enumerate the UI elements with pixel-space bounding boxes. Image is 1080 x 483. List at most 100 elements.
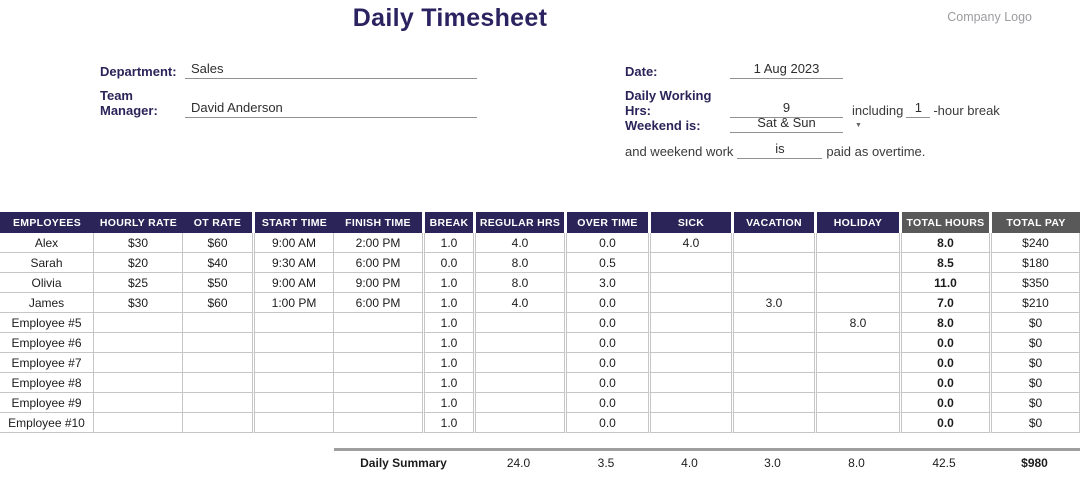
cell-finish-time[interactable] (334, 393, 422, 413)
cell-holiday[interactable]: 8.0 (814, 313, 899, 333)
cell-over-time[interactable]: 0.0 (564, 333, 648, 353)
cell-finish-time[interactable] (334, 313, 422, 333)
cell-total-pay[interactable]: $0 (989, 313, 1080, 333)
cell-start-time[interactable]: 9:30 AM (252, 253, 334, 273)
cell-vacation[interactable] (731, 313, 814, 333)
cell-sick[interactable] (648, 313, 731, 333)
cell-start-time[interactable]: 1:00 PM (252, 293, 334, 313)
cell-holiday[interactable] (814, 373, 899, 393)
cell-hourly-rate[interactable]: $30 (94, 233, 183, 253)
cell-employees[interactable]: Employee #6 (0, 333, 94, 353)
cell-vacation[interactable]: 3.0 (731, 293, 814, 313)
cell-break[interactable]: 1.0 (422, 313, 473, 333)
cell-total-pay[interactable]: $180 (989, 253, 1080, 273)
cell-holiday[interactable] (814, 293, 899, 313)
cell-vacation[interactable] (731, 233, 814, 253)
cell-employees[interactable]: Employee #8 (0, 373, 94, 393)
cell-finish-time[interactable] (334, 353, 422, 373)
weekend-dropdown[interactable]: Sat & Sun (730, 115, 843, 133)
cell-total-pay[interactable]: $240 (989, 233, 1080, 253)
cell-over-time[interactable]: 0.0 (564, 353, 648, 373)
cell-vacation[interactable] (731, 353, 814, 373)
cell-hourly-rate[interactable]: $20 (94, 253, 183, 273)
department-field[interactable]: Sales (185, 61, 477, 79)
cell-employees[interactable]: Olivia (0, 273, 94, 293)
cell-holiday[interactable] (814, 273, 899, 293)
cell-total-pay[interactable]: $0 (989, 373, 1080, 393)
cell-sick[interactable] (648, 333, 731, 353)
cell-total-pay[interactable]: $0 (989, 333, 1080, 353)
cell-over-time[interactable]: 3.0 (564, 273, 648, 293)
cell-break[interactable]: 1.0 (422, 293, 473, 313)
cell-finish-time[interactable]: 2:00 PM (334, 233, 422, 253)
cell-sick[interactable] (648, 273, 731, 293)
cell-employees[interactable]: Employee #9 (0, 393, 94, 413)
cell-total-hours[interactable]: 0.0 (899, 333, 989, 353)
cell-start-time[interactable] (252, 373, 334, 393)
cell-employees[interactable]: Employee #7 (0, 353, 94, 373)
cell-start-time[interactable]: 9:00 AM (252, 273, 334, 293)
cell-sick[interactable] (648, 293, 731, 313)
dropdown-caret-icon[interactable]: ▼ (855, 122, 862, 129)
cell-holiday[interactable] (814, 353, 899, 373)
cell-start-time[interactable] (252, 353, 334, 373)
cell-over-time[interactable]: 0.0 (564, 313, 648, 333)
cell-hourly-rate[interactable] (94, 413, 183, 433)
cell-start-time[interactable] (252, 333, 334, 353)
cell-employees[interactable]: James (0, 293, 94, 313)
cell-sick[interactable] (648, 353, 731, 373)
cell-break[interactable]: 1.0 (422, 233, 473, 253)
cell-over-time[interactable]: 0.0 (564, 373, 648, 393)
cell-hourly-rate[interactable] (94, 353, 183, 373)
cell-total-pay[interactable]: $350 (989, 273, 1080, 293)
cell-finish-time[interactable]: 6:00 PM (334, 253, 422, 273)
cell-regular-hrs[interactable] (473, 393, 564, 413)
cell-employees[interactable]: Employee #10 (0, 413, 94, 433)
cell-start-time[interactable] (252, 313, 334, 333)
cell-regular-hrs[interactable]: 8.0 (473, 273, 564, 293)
cell-total-hours[interactable]: 0.0 (899, 393, 989, 413)
cell-start-time[interactable]: 9:00 AM (252, 233, 334, 253)
cell-total-hours[interactable]: 7.0 (899, 293, 989, 313)
cell-break[interactable]: 1.0 (422, 413, 473, 433)
cell-regular-hrs[interactable]: 4.0 (473, 293, 564, 313)
cell-employees[interactable]: Alex (0, 233, 94, 253)
cell-over-time[interactable]: 0.5 (564, 253, 648, 273)
cell-total-hours[interactable]: 8.5 (899, 253, 989, 273)
cell-holiday[interactable] (814, 413, 899, 433)
weekend-work-is-field[interactable]: is (737, 141, 823, 159)
cell-hourly-rate[interactable] (94, 313, 183, 333)
cell-vacation[interactable] (731, 393, 814, 413)
cell-sick[interactable] (648, 373, 731, 393)
cell-total-pay[interactable]: $0 (989, 353, 1080, 373)
cell-finish-time[interactable] (334, 413, 422, 433)
cell-ot-rate[interactable]: $60 (183, 293, 252, 313)
cell-total-hours[interactable]: 8.0 (899, 313, 989, 333)
cell-finish-time[interactable]: 9:00 PM (334, 273, 422, 293)
cell-hourly-rate[interactable]: $30 (94, 293, 183, 313)
cell-total-hours[interactable]: 0.0 (899, 373, 989, 393)
cell-break[interactable]: 1.0 (422, 353, 473, 373)
cell-total-hours[interactable]: 8.0 (899, 233, 989, 253)
cell-sick[interactable]: 4.0 (648, 233, 731, 253)
cell-total-hours[interactable]: 11.0 (899, 273, 989, 293)
cell-total-hours[interactable]: 0.0 (899, 413, 989, 433)
cell-regular-hrs[interactable]: 4.0 (473, 233, 564, 253)
cell-vacation[interactable] (731, 253, 814, 273)
cell-total-pay[interactable]: $0 (989, 413, 1080, 433)
break-hours-field[interactable]: 1 (906, 100, 931, 118)
cell-over-time[interactable]: 0.0 (564, 293, 648, 313)
cell-ot-rate[interactable]: $50 (183, 273, 252, 293)
cell-start-time[interactable] (252, 413, 334, 433)
team-manager-field[interactable]: David Anderson (185, 100, 477, 118)
cell-break[interactable]: 1.0 (422, 333, 473, 353)
cell-ot-rate[interactable]: $60 (183, 233, 252, 253)
cell-total-pay[interactable]: $0 (989, 393, 1080, 413)
cell-ot-rate[interactable] (183, 333, 252, 353)
cell-ot-rate[interactable] (183, 313, 252, 333)
cell-regular-hrs[interactable] (473, 373, 564, 393)
cell-total-hours[interactable]: 0.0 (899, 353, 989, 373)
cell-ot-rate[interactable] (183, 353, 252, 373)
cell-vacation[interactable] (731, 273, 814, 293)
cell-vacation[interactable] (731, 413, 814, 433)
